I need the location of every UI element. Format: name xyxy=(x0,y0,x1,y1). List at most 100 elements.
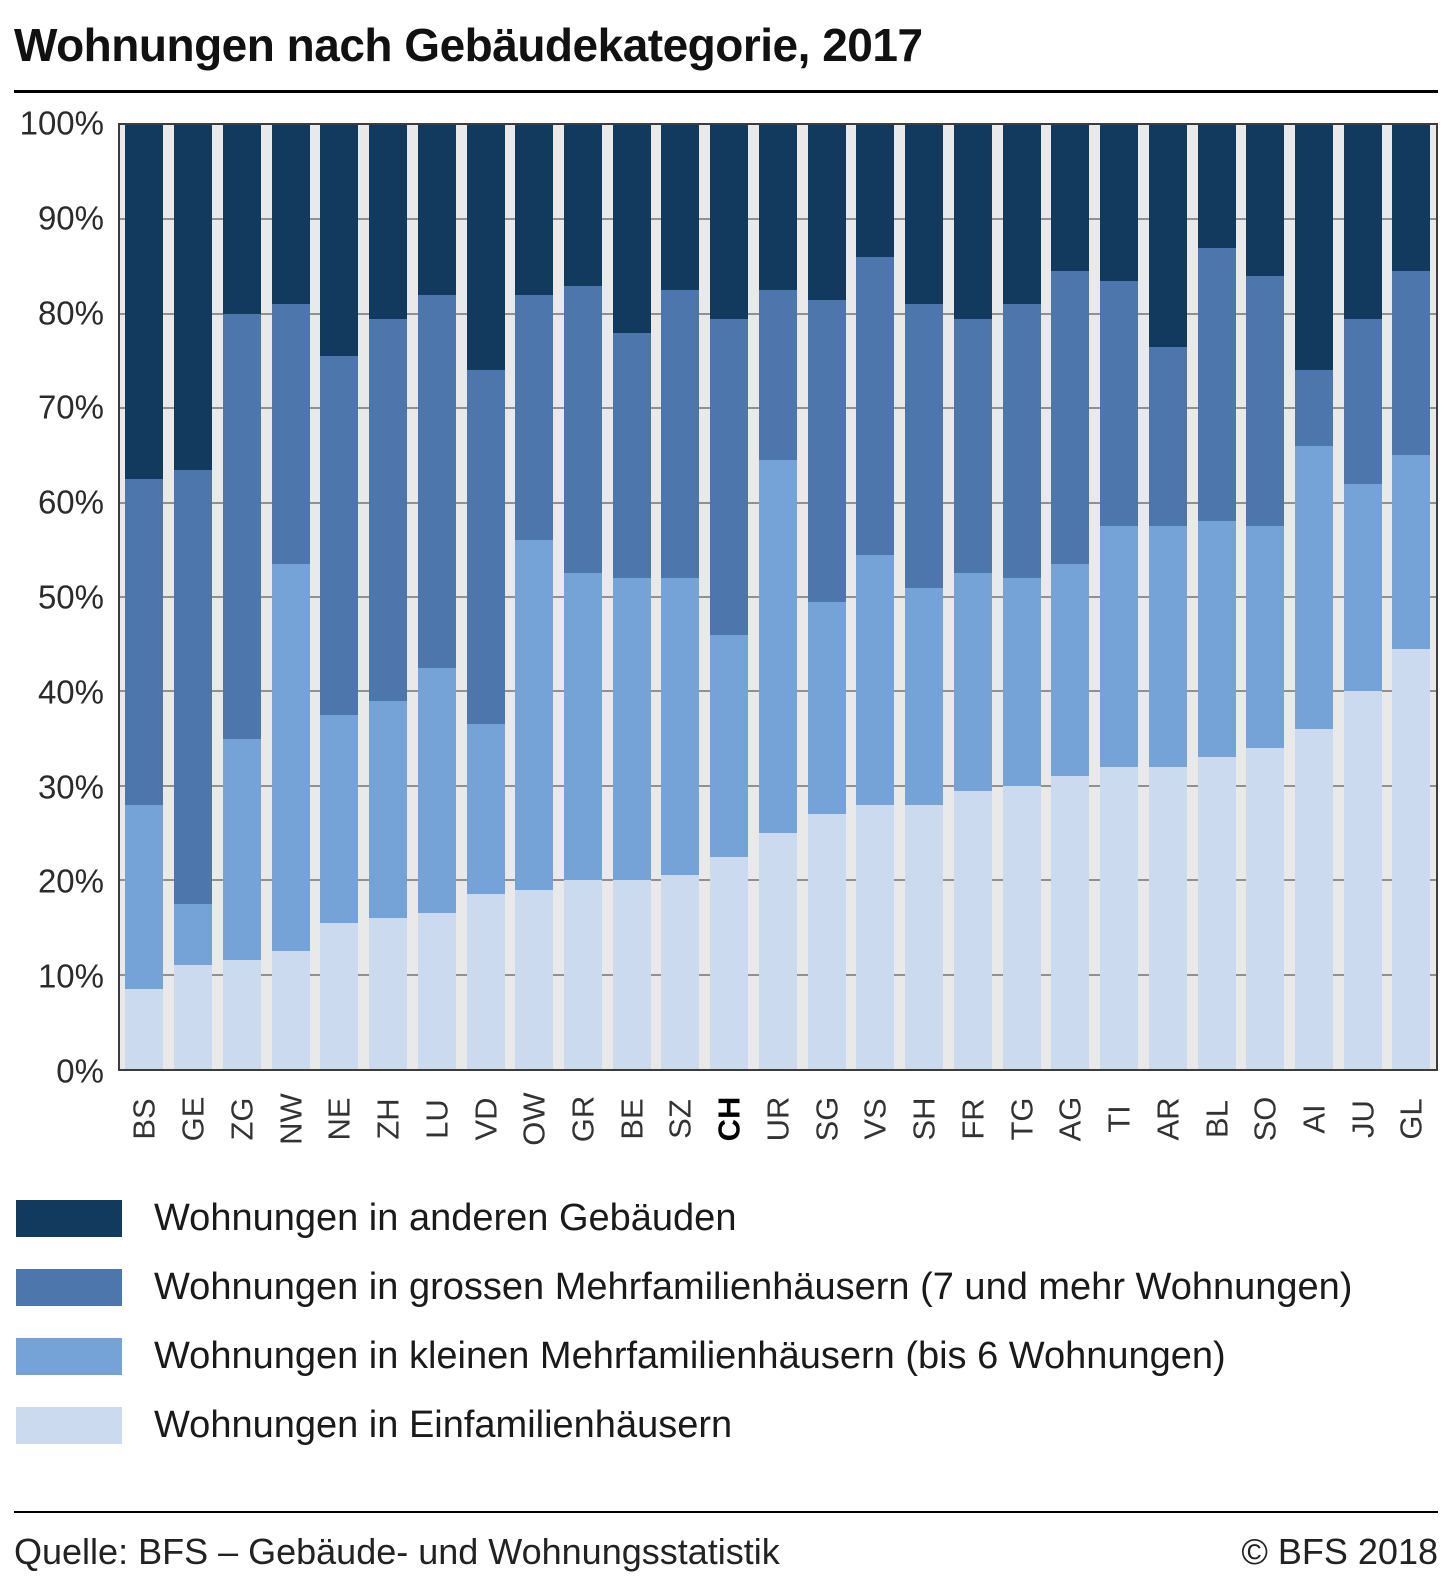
x-tick-label: VD xyxy=(468,1097,503,1141)
x-label-slot: VD xyxy=(461,1071,510,1167)
x-label-slot: BS xyxy=(120,1071,169,1167)
bar-segment xyxy=(1148,766,1187,1069)
bar-segment xyxy=(1051,125,1090,272)
bar-slot xyxy=(363,125,413,1069)
bar-segment xyxy=(222,313,261,739)
bar-segment xyxy=(807,299,846,602)
x-tick-label: ZG xyxy=(224,1097,260,1141)
y-axis: 0% 10% 20% 30% 40% 50% 60% 70% 80% 90% 100% xyxy=(14,107,118,1088)
bar-segment xyxy=(1294,125,1333,371)
bar-segment xyxy=(271,951,310,1069)
bar-segment xyxy=(1100,280,1139,527)
y-tick-label: 60% xyxy=(37,483,104,521)
x-label-slot: JU xyxy=(1338,1071,1387,1167)
x-label-slot: BE xyxy=(607,1071,656,1167)
bar-segment xyxy=(174,469,213,904)
bar-segment xyxy=(515,540,554,890)
bar-segment xyxy=(661,578,700,876)
bar-slot xyxy=(314,125,364,1069)
bar-segment xyxy=(856,804,895,1069)
x-tick-label: CH xyxy=(711,1096,747,1142)
legend-row: Wohnungen in grossen Mehrfamilienhäusern… xyxy=(16,1266,1438,1309)
x-tick-label: TG xyxy=(1004,1097,1040,1141)
stacked-bar xyxy=(1197,125,1236,1069)
bar-segment xyxy=(1294,370,1333,446)
bar-segment xyxy=(953,125,992,319)
stacked-bar-chart: 0% 10% 20% 30% 40% 50% 60% 70% 80% 90% 100% BS GE ZG… xyxy=(14,107,1438,1167)
stacked-bar xyxy=(369,125,408,1069)
copyright-note: © BFS 2018 xyxy=(1241,1531,1438,1572)
bar-segment xyxy=(563,880,602,1069)
y-tick-label: 20% xyxy=(37,862,104,900)
y-tick-label: 70% xyxy=(37,388,104,426)
bar-segment xyxy=(271,125,310,305)
bar-slot xyxy=(509,125,559,1069)
bar-segment xyxy=(369,318,408,701)
bar-segment xyxy=(125,125,164,480)
x-label-slot: SG xyxy=(802,1071,851,1167)
bar-segment xyxy=(1148,346,1187,527)
bar-segment xyxy=(807,814,846,1069)
bar-segment xyxy=(710,634,749,857)
bar-slot xyxy=(266,125,315,1069)
bar-slot xyxy=(753,125,803,1069)
bar-segment xyxy=(1246,125,1285,277)
bar-segment xyxy=(174,965,213,1069)
bar-segment xyxy=(661,290,700,579)
bar-slot xyxy=(1045,125,1095,1069)
bar-segment xyxy=(369,125,408,319)
bar-segment xyxy=(1294,729,1333,1069)
y-tick-label: 100% xyxy=(19,104,104,142)
bar-slot xyxy=(899,125,949,1069)
x-label-slot: GL xyxy=(1387,1071,1436,1167)
bar-segment xyxy=(1343,691,1382,1069)
x-tick-label: AI xyxy=(1296,1104,1332,1134)
bar-segment xyxy=(758,125,797,291)
bar-segment xyxy=(125,988,164,1069)
bar-segment xyxy=(1343,125,1382,319)
x-label-slot: FR xyxy=(948,1071,997,1167)
x-tick-label: SH xyxy=(906,1097,942,1141)
x-tick-label: BL xyxy=(1199,1100,1235,1138)
x-tick-label: JU xyxy=(1345,1100,1381,1138)
bar-segment xyxy=(466,724,505,895)
stacked-bar xyxy=(1148,125,1187,1069)
x-label-slot: SH xyxy=(900,1071,949,1167)
bar-slot xyxy=(120,125,169,1069)
bar-segment xyxy=(320,922,359,1069)
bar-segment xyxy=(271,563,310,951)
bar-slot xyxy=(217,125,267,1069)
x-tick-label: LU xyxy=(419,1099,455,1139)
bar-segment xyxy=(563,573,602,881)
bar-segment xyxy=(222,960,261,1069)
bar-slot xyxy=(607,125,657,1069)
y-tick-label: 30% xyxy=(37,768,104,806)
bar-slot xyxy=(558,125,608,1069)
legend-swatch xyxy=(16,1338,122,1375)
x-label-slot: GR xyxy=(559,1071,608,1167)
bar-segment xyxy=(905,304,944,588)
bar-slot xyxy=(1094,125,1144,1069)
bar-segment xyxy=(1100,125,1139,281)
y-tick-label: 0% xyxy=(56,1052,104,1090)
x-tick-label: SG xyxy=(809,1096,845,1142)
bar-slot xyxy=(1387,125,1436,1069)
stacked-bar xyxy=(856,125,895,1069)
bar-segment xyxy=(1392,271,1431,456)
bar-segment xyxy=(1392,455,1431,649)
x-tick-label: AR xyxy=(1150,1097,1186,1141)
legend-row: Wohnungen in Einfamilienhäusern xyxy=(16,1404,1438,1447)
x-tick-label: GL xyxy=(1393,1098,1429,1140)
x-axis: BS GE ZG NW NE ZH LU VD OW GR BE SZ CH UR SG VS SH FR TG AG… xyxy=(118,1071,1438,1167)
stacked-bar xyxy=(125,125,164,1069)
y-tick-label: 80% xyxy=(37,294,104,332)
legend-row: Wohnungen in anderen Gebäuden xyxy=(16,1197,1438,1240)
legend-label: Wohnungen in grossen Mehrfamilienhäusern… xyxy=(154,1266,1353,1308)
bar-segment xyxy=(758,460,797,833)
title-divider xyxy=(14,90,1438,93)
x-label-slot: LU xyxy=(412,1071,461,1167)
bar-segment xyxy=(271,304,310,564)
x-tick-label: BE xyxy=(614,1098,650,1140)
x-label-slot: SZ xyxy=(656,1071,705,1167)
bar-segment xyxy=(466,370,505,725)
